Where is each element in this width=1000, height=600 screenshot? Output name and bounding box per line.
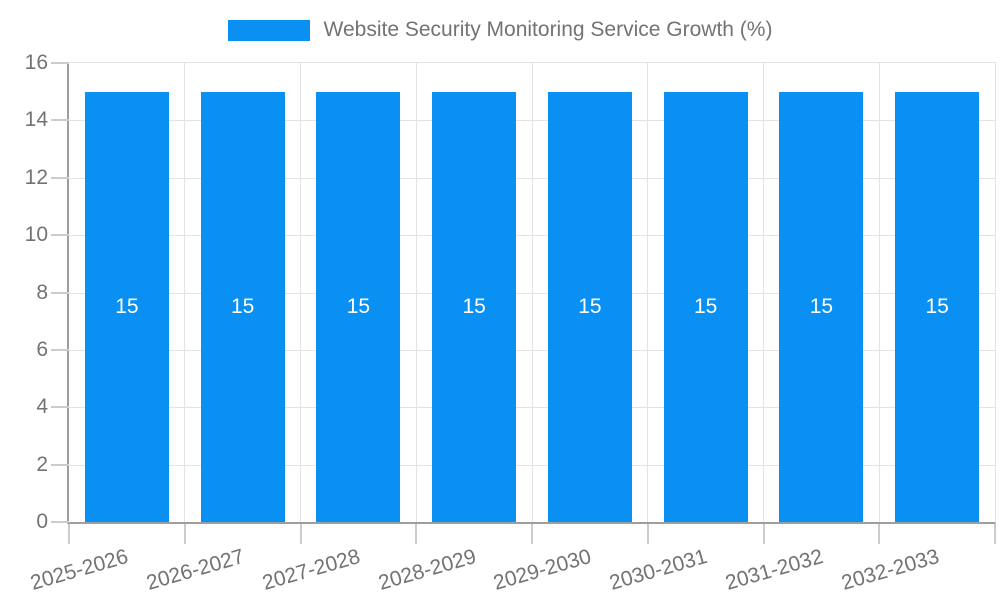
plot-area: 15 15 15 15 15 15 15 15 — [67, 62, 996, 524]
x-gridline — [184, 63, 186, 522]
bar-value-label: 15 — [346, 294, 371, 318]
y-tick-label: 12 — [24, 165, 48, 189]
y-tick-mark — [51, 521, 69, 523]
bar-value-label: 15 — [809, 294, 834, 318]
x-tick-mark — [183, 524, 186, 544]
y-tick-mark — [51, 348, 69, 351]
y-tick-label: 4 — [36, 395, 48, 419]
y-tick-mark — [51, 62, 69, 64]
bar: 15 — [663, 91, 748, 522]
x-tick-label: 2025-2026 — [28, 545, 132, 595]
x-tick-label: 2027-2028 — [259, 545, 363, 595]
bar-value-label: 15 — [462, 294, 486, 318]
bar-value-label: 15 — [578, 294, 602, 318]
bar: 15 — [432, 91, 517, 522]
y-tick-label: 0 — [36, 510, 48, 533]
y-tick-mark — [51, 176, 69, 179]
legend-swatch — [227, 19, 310, 41]
x-tick-label: 2029-2030 — [491, 545, 595, 595]
y-tick-label: 6 — [36, 337, 48, 361]
x-tick-mark — [299, 524, 302, 544]
x-gridline — [415, 63, 417, 522]
y-tick-label: 14 — [24, 108, 48, 132]
bar-value-label: 15 — [693, 294, 718, 318]
x-tick-label: 2030-2031 — [607, 545, 710, 595]
x-tick-mark — [878, 524, 881, 544]
x-tick-mark — [68, 524, 70, 544]
bar: 15 — [200, 91, 285, 522]
x-gridline — [763, 63, 764, 522]
x-gridline — [878, 63, 880, 522]
bar: 15 — [895, 91, 980, 522]
y-tick-mark — [51, 119, 69, 122]
y-tick-mark — [51, 463, 69, 466]
bar-value-label: 15 — [230, 294, 255, 318]
bar: 15 — [779, 91, 864, 522]
y-tick-label: 2 — [36, 452, 48, 476]
y-tick-label: 16 — [24, 51, 48, 74]
y-tick-mark — [51, 406, 69, 409]
x-tick-mark — [762, 524, 765, 544]
bar-value-label: 15 — [115, 294, 139, 318]
bar: 15 — [316, 91, 401, 522]
x-tick-mark — [415, 524, 418, 544]
x-tick-mark — [994, 524, 996, 544]
y-tick-mark — [51, 291, 69, 294]
x-tick-mark — [531, 524, 533, 544]
legend-label: Website Security Monitoring Service Grow… — [323, 18, 773, 41]
x-gridline — [300, 63, 301, 522]
bar: 15 — [547, 91, 632, 522]
x-gridline — [531, 63, 533, 522]
chart-legend-item[interactable]: Website Security Monitoring Service Grow… — [0, 16, 1000, 44]
x-tick-label: 2026-2027 — [144, 545, 247, 595]
x-tick-label: 2032-2033 — [838, 545, 942, 595]
x-gridline — [647, 63, 649, 522]
x-tick-label: 2028-2029 — [375, 545, 479, 595]
bar-value-label: 15 — [925, 294, 949, 318]
y-tick-mark — [51, 234, 69, 237]
y-tick-label: 8 — [36, 280, 48, 304]
y-tick-label: 10 — [24, 223, 48, 247]
x-tick-label: 2031-2032 — [722, 545, 826, 595]
x-tick-mark — [646, 524, 649, 544]
bar: 15 — [84, 91, 169, 522]
